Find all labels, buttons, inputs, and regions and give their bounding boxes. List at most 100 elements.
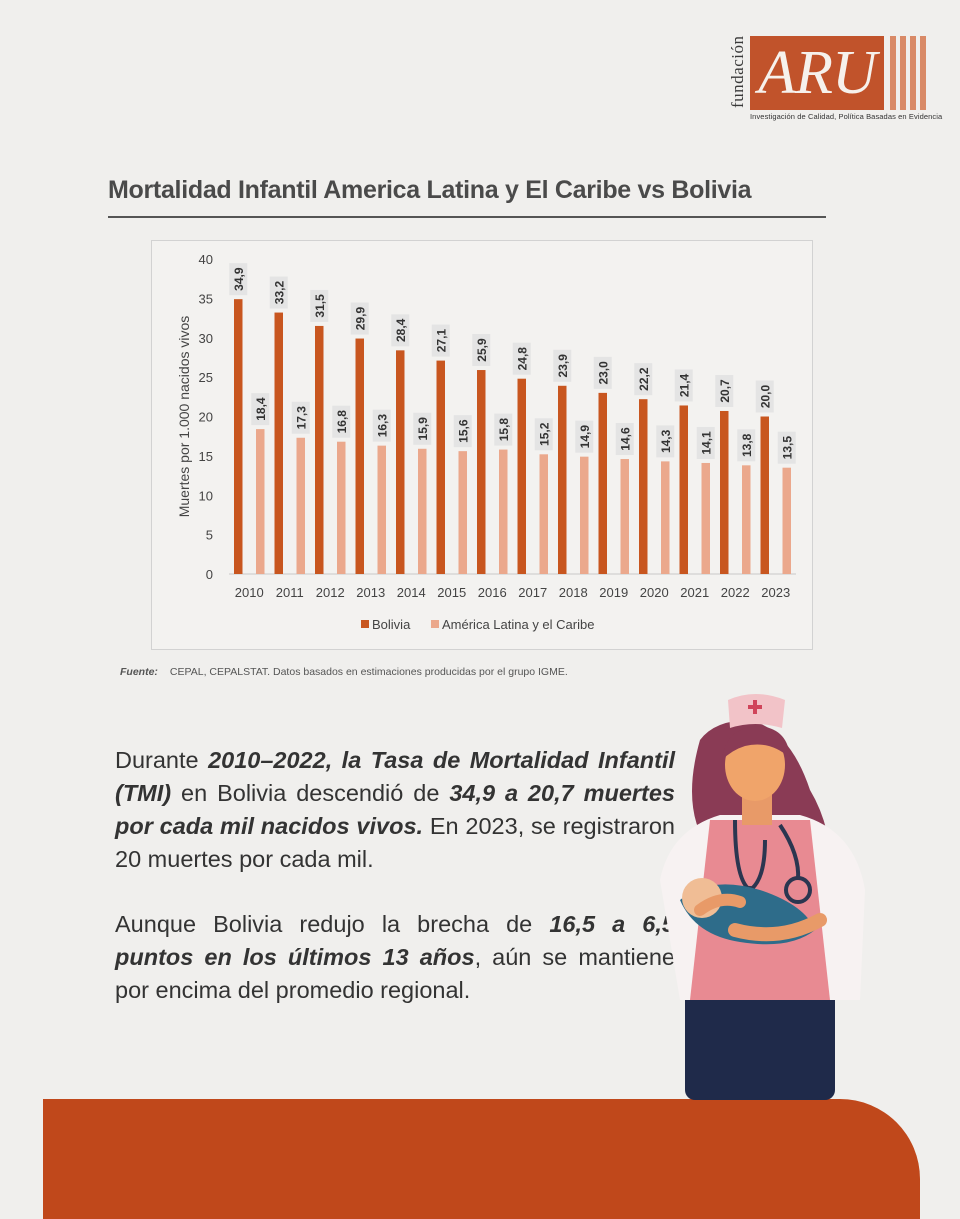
data-label: 15,6	[456, 419, 470, 443]
paragraph-gap: Aunque Bolivia redujo la brecha de 16,5 …	[115, 908, 675, 1007]
legend-swatch	[431, 620, 439, 628]
data-label-box	[634, 363, 653, 396]
data-label-box	[391, 314, 410, 347]
data-label: 27,1	[434, 329, 448, 353]
data-label-box	[291, 401, 310, 434]
data-label-box	[453, 415, 472, 448]
y-tick-label: 5	[206, 528, 213, 543]
y-axis-label: Muertes por 1.000 nacidos vivos	[176, 316, 192, 518]
logo-side-text: fundación	[728, 35, 747, 108]
data-label-box	[656, 425, 675, 458]
data-label-box	[696, 426, 715, 459]
logo-stripe	[900, 36, 906, 110]
footer-band	[43, 1099, 920, 1219]
legend-label: Bolivia	[372, 617, 411, 632]
y-tick-label: 30	[199, 331, 213, 346]
logo-brand: ARU	[750, 36, 884, 110]
data-label-box	[494, 413, 513, 446]
y-tick-label: 25	[199, 370, 213, 385]
bar-bolivia	[679, 405, 688, 574]
data-label: 17,3	[294, 406, 308, 430]
bar-region	[296, 437, 305, 574]
data-label: 18,4	[254, 397, 268, 421]
x-tick-label: 2019	[599, 585, 628, 600]
logo-tagline: Investigación de Calidad, Política Basad…	[750, 112, 943, 121]
data-label-box	[553, 349, 572, 382]
page-title: Mortalidad Infantil America Latina y El …	[108, 176, 752, 204]
bar-bolivia	[760, 416, 769, 574]
data-label: 22,2	[637, 367, 651, 391]
bar-bolivia	[436, 360, 445, 574]
x-tick-label: 2022	[721, 585, 750, 600]
x-tick-label: 2018	[559, 585, 588, 600]
paragraph-text: , aún se mantiene por encima del promedi…	[115, 944, 675, 1003]
data-label: 20,0	[758, 384, 772, 408]
x-tick-label: 2011	[276, 585, 304, 600]
data-label: 31,5	[313, 294, 327, 318]
logo-stripe	[920, 36, 926, 110]
paragraph-text: en Bolivia descendió de	[171, 780, 450, 806]
x-tick-label: 2014	[397, 585, 426, 600]
logo-stripe	[910, 36, 916, 110]
data-label-box	[332, 405, 351, 438]
bar-region	[742, 465, 751, 574]
legend-label: América Latina y el Caribe	[442, 617, 594, 632]
data-label-box	[310, 289, 329, 322]
data-label-box	[269, 276, 288, 309]
data-label: 14,1	[699, 431, 713, 455]
bar-region	[418, 448, 427, 574]
data-label-box	[755, 380, 774, 413]
x-tick-label: 2017	[518, 585, 547, 600]
bar-bolivia	[558, 385, 567, 574]
data-label-box	[372, 409, 391, 442]
source-text: CEPAL, CEPALSTAT. Datos basados en estim…	[169, 666, 568, 678]
data-label: 34,9	[232, 267, 246, 291]
bar-region	[377, 445, 386, 574]
bar-bolivia	[396, 350, 405, 574]
paragraph-emphasis: 16,5 a 6,5 puntos en los últimos 13 años	[115, 911, 675, 970]
bar-region	[539, 454, 548, 574]
bar-bolivia	[517, 378, 526, 574]
bar-bolivia	[355, 338, 364, 574]
fundacion-aru-logo: fundación ARU Investigación de Calidad, …	[720, 30, 942, 125]
paragraph-text: Durante	[115, 747, 209, 773]
bar-bolivia	[720, 410, 729, 574]
data-label-box	[229, 263, 248, 296]
bar-region	[458, 451, 467, 574]
source-label: Fuente:	[120, 666, 158, 678]
data-label: 15,8	[497, 418, 511, 442]
data-label-box	[431, 324, 450, 357]
data-label-box	[534, 418, 553, 451]
x-tick-label: 2020	[640, 585, 669, 600]
y-tick-label: 20	[199, 410, 213, 425]
bar-region	[620, 459, 629, 574]
title-underline	[108, 216, 826, 218]
bar-region	[499, 449, 508, 574]
data-label: 15,9	[416, 417, 430, 441]
legend-swatch	[361, 620, 369, 628]
y-tick-label: 35	[199, 291, 213, 306]
bar-bolivia	[274, 312, 283, 574]
bar-bolivia	[477, 370, 486, 574]
bar-region	[661, 461, 670, 574]
source-note: Fuente: CEPAL, CEPALSTAT. Datos basados e…	[120, 666, 568, 678]
data-label: 13,5	[780, 436, 794, 460]
bar-bolivia	[598, 392, 607, 574]
data-label-box	[674, 369, 693, 402]
data-label-box	[715, 374, 734, 407]
paragraph-emphasis: 34,9 a 20,7 muertes por cada mil nacidos…	[115, 780, 676, 839]
data-label-box	[615, 423, 634, 456]
paragraph-text: Aunque Bolivia redujo la brecha de	[115, 911, 550, 937]
x-tick-label: 2021	[680, 585, 709, 600]
y-tick-label: 40	[199, 252, 213, 267]
bar-region	[256, 429, 265, 574]
data-label: 23,9	[556, 354, 570, 378]
data-label-box	[350, 302, 369, 335]
paragraph-emphasis: 2010–2022, la Tasa de Mortalidad Infanti…	[115, 747, 675, 806]
data-label-box	[737, 429, 756, 462]
nurse-illustration	[660, 694, 865, 1100]
x-tick-label: 2023	[761, 585, 790, 600]
bar-region	[337, 441, 346, 574]
data-label: 28,4	[394, 318, 408, 342]
data-label-box	[413, 412, 432, 445]
